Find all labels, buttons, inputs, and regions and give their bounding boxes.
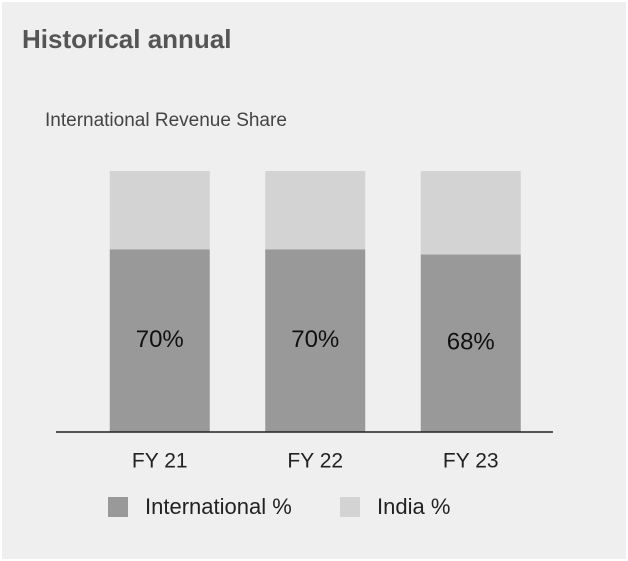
legend-swatch [108,497,128,517]
chart-subtitle: International Revenue Share [45,110,287,131]
x-tick-label: FY 21 [132,450,188,473]
bar-segment [265,249,366,432]
x-tick-label: FY 23 [443,450,499,473]
legend-label: India % [377,494,450,519]
legend-label: International % [145,494,292,519]
chart-title: Historical annual [22,24,232,54]
data-label: 68% [447,329,495,356]
bar-segment [420,171,521,255]
bar-segment [420,254,521,432]
legend-swatch [340,497,360,517]
data-label: 70% [136,326,184,353]
data-label: 70% [291,326,339,353]
bar-segment [109,171,210,250]
bar-segment [109,249,210,432]
x-tick-label: FY 22 [287,450,343,473]
bar-segment [265,171,366,250]
